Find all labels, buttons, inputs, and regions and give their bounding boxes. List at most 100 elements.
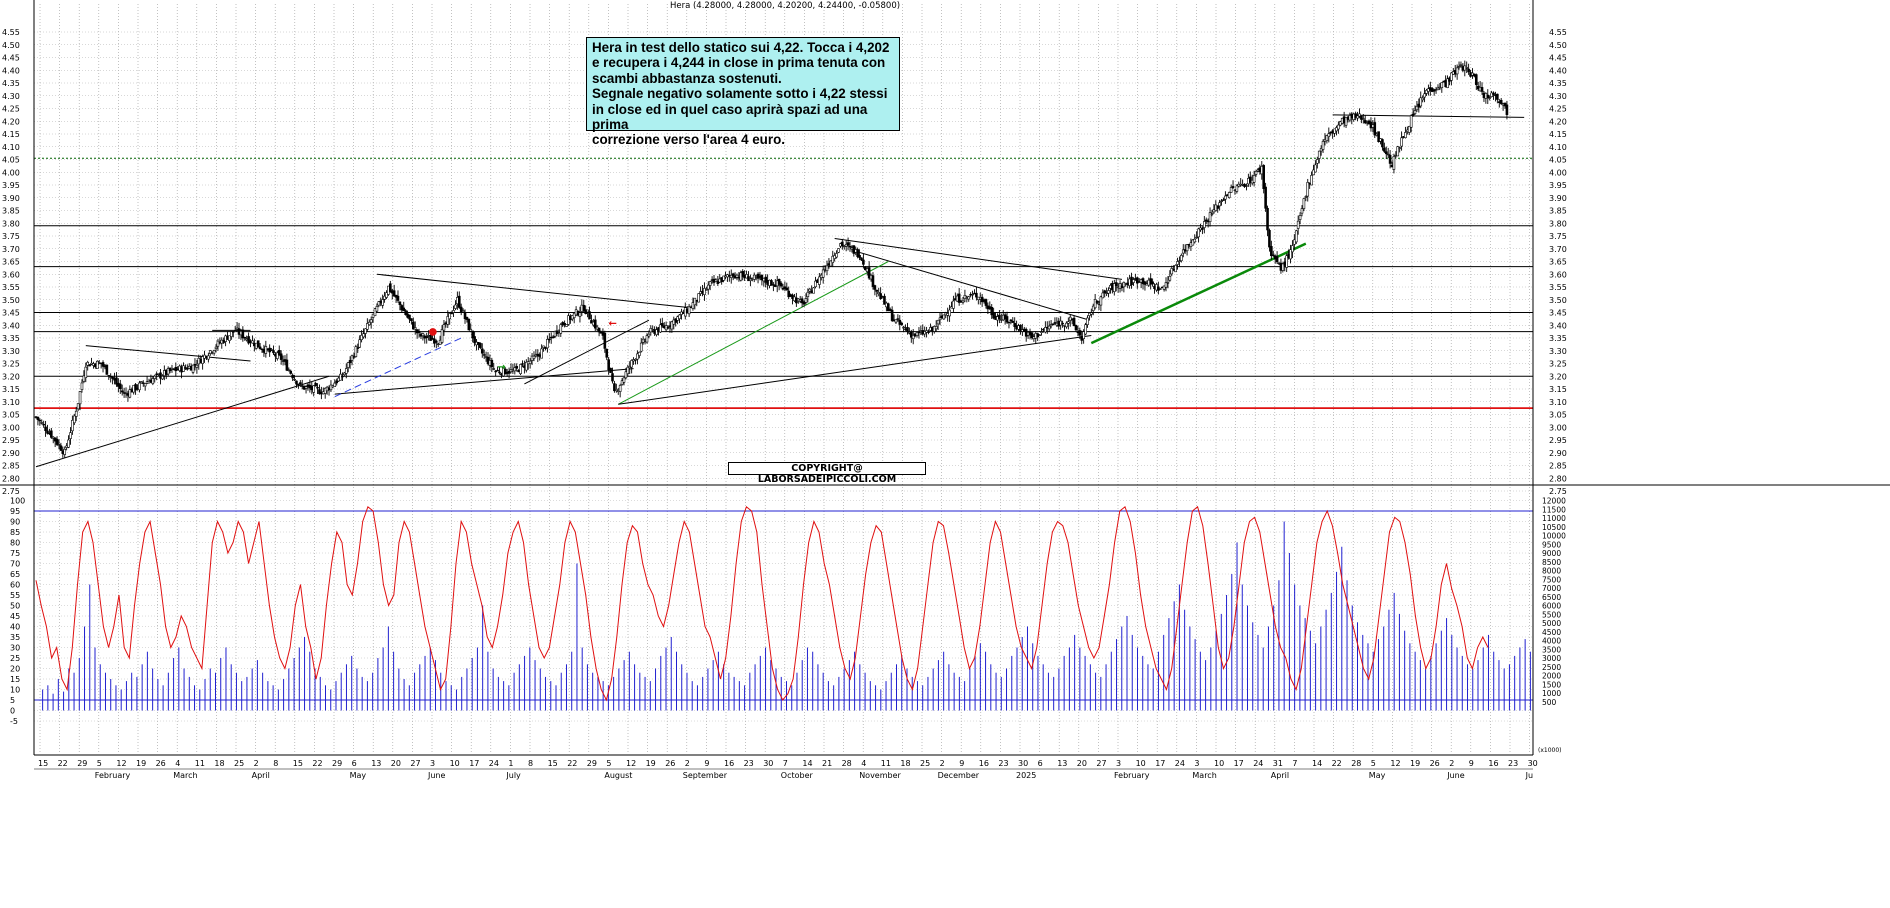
candle-body — [1224, 195, 1227, 200]
candle-body — [74, 410, 78, 417]
y-tick-label-right: 4.15 — [1549, 130, 1567, 139]
candle-body — [821, 269, 825, 278]
candle-body — [528, 360, 532, 364]
candle-body — [1040, 331, 1043, 333]
candle-body — [143, 383, 147, 387]
candle-body — [957, 293, 961, 303]
y-tick-label-left: 3.95 — [2, 181, 20, 190]
candle-body — [461, 310, 465, 313]
candle-body — [588, 311, 591, 320]
candle-body — [1440, 82, 1444, 89]
candle-body — [36, 416, 40, 421]
candle-body — [800, 298, 804, 304]
candle-body — [279, 353, 283, 360]
y-tick-label-right: 3.15 — [1549, 385, 1567, 394]
candle-body — [841, 241, 844, 247]
candle-body — [1411, 113, 1415, 116]
candle-body — [348, 360, 352, 363]
candle-body — [216, 340, 220, 347]
indicator-panel — [34, 500, 1533, 722]
candle-body — [276, 352, 279, 359]
candle-body — [1005, 316, 1009, 323]
x-day-label: 29 — [77, 759, 87, 768]
candle-body — [848, 245, 852, 248]
candle-body — [697, 293, 700, 303]
candle-body — [1203, 221, 1206, 228]
candle-body — [389, 283, 392, 293]
candle-body — [1327, 133, 1331, 137]
candle-body — [343, 372, 346, 376]
y-tick-label-left: 4.30 — [2, 92, 20, 101]
signal-marker: ← — [608, 319, 616, 330]
annotation-box: Hera in test dello statico sui 4,22. Toc… — [586, 37, 900, 147]
x-day-label: 6 — [1038, 759, 1043, 768]
candle-body — [193, 363, 197, 366]
candle-body — [1409, 115, 1413, 128]
candle-body — [1384, 151, 1388, 155]
candle-body — [366, 323, 369, 330]
candle-body — [1009, 319, 1013, 322]
candle-body — [1356, 115, 1359, 119]
candle-body — [618, 385, 622, 392]
candle-body — [482, 354, 486, 356]
candle-body — [1325, 135, 1329, 141]
y-tick-label-left: 4.20 — [2, 117, 20, 126]
candle-body — [373, 308, 377, 317]
candle-body — [636, 353, 639, 360]
candle-body — [212, 350, 216, 354]
candle-body — [1084, 324, 1087, 335]
candle-body — [1208, 212, 1212, 222]
candle-body — [1296, 220, 1300, 229]
candle-body — [1132, 279, 1135, 283]
candle-body — [812, 287, 815, 294]
x-day-label: 22 — [58, 759, 68, 768]
x-day-label: 7 — [783, 759, 788, 768]
candle-body — [1312, 169, 1315, 176]
candle-body — [722, 275, 725, 281]
candle-body — [425, 336, 429, 338]
y-tick-label-left: 3.20 — [2, 372, 20, 381]
y-tick-label-left: 3.90 — [2, 194, 20, 203]
y-tick-label-left: 3.80 — [2, 219, 20, 228]
trend-line — [834, 238, 1123, 280]
y-tick-label-left: 3.45 — [2, 309, 20, 318]
candle-body — [1505, 104, 1509, 115]
ind-tick-left: 40 — [10, 623, 20, 632]
candle-body — [936, 319, 940, 325]
x-day-label: 1 — [508, 759, 513, 768]
x-day-label: 11 — [195, 759, 205, 768]
candle-body — [615, 389, 618, 392]
candle-body — [770, 280, 773, 286]
candle-body — [1404, 132, 1407, 139]
candle-body — [559, 324, 563, 334]
candle-body — [655, 329, 658, 336]
candle-body — [911, 334, 915, 340]
candle-body — [69, 432, 72, 439]
x-day-label: 30 — [1528, 759, 1538, 768]
candle-body — [1363, 120, 1367, 124]
oscillator-line — [35, 505, 1489, 702]
candle-body — [1072, 317, 1076, 327]
candle-body — [78, 391, 82, 405]
candle-body — [153, 375, 157, 379]
candle-body — [467, 318, 471, 331]
candle-body — [886, 303, 890, 312]
candle-body — [862, 259, 865, 265]
ind-tick-left: 5 — [10, 696, 15, 705]
x-day-label: 5 — [1371, 759, 1376, 768]
candle-body — [1304, 196, 1308, 198]
ind-tick-left: 15 — [10, 675, 20, 684]
ind-tick-left: 10 — [10, 686, 20, 695]
y-tick-label-left: 3.50 — [2, 296, 20, 305]
candle-body — [609, 367, 612, 373]
candle-body — [1197, 228, 1200, 238]
candle-body — [71, 420, 74, 432]
x-day-label: 20 — [1077, 759, 1087, 768]
y-tick-label-right: 3.05 — [1549, 411, 1567, 420]
ind-tick-right: 5000 — [1542, 619, 1561, 628]
candle-body — [291, 374, 294, 379]
candle-body — [316, 387, 319, 389]
ind-tick-right: 2000 — [1542, 672, 1561, 681]
candle-body — [201, 356, 204, 364]
candle-body — [1302, 198, 1306, 209]
